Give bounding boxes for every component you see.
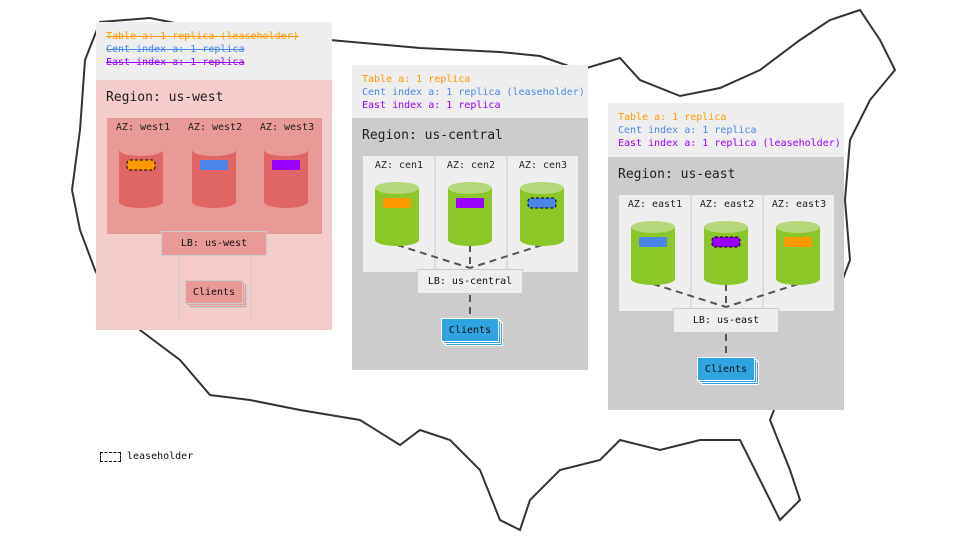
replica-summary-line: East index a: 1 replica (leaseholder) <box>618 138 841 149</box>
az-label: AZ: west3 <box>259 122 315 133</box>
az-label: AZ: cen3 <box>518 160 568 171</box>
leaseholder-replica <box>711 236 741 248</box>
az-label: AZ: cen1 <box>374 160 424 171</box>
replica <box>784 237 812 247</box>
replica-summary: Table a: 1 replica Cent index a: 1 replic… <box>352 65 588 118</box>
replica-summary: Table a: 1 replica Cent index a: 1 replic… <box>608 103 844 157</box>
clients-box: Clients <box>441 318 499 342</box>
load-balancer: LB: us-east <box>673 308 779 333</box>
region-diagram <box>375 156 564 320</box>
node-cylinder <box>264 144 308 208</box>
replica <box>456 198 484 208</box>
replica-summary: Table a: 1 replica (leaseholder) Cent ind… <box>96 22 332 80</box>
node-cylinder <box>375 182 419 246</box>
node-cylinder <box>776 221 820 285</box>
replica <box>200 160 228 170</box>
node-cylinder <box>192 144 236 208</box>
region-label: Region: us-east <box>618 167 736 182</box>
az-label: AZ: cen2 <box>446 160 496 171</box>
replica-summary-line: Table a: 1 replica <box>362 74 471 85</box>
az-label: AZ: east2 <box>699 199 755 210</box>
load-balancer: LB: us-west <box>161 231 267 256</box>
replica <box>639 237 667 247</box>
az-label: AZ: east3 <box>771 199 827 210</box>
region-label: Region: us-central <box>362 128 503 143</box>
replica-connection <box>469 244 543 269</box>
region-label: Region: us-west <box>106 90 224 105</box>
node-cylinder <box>631 221 675 285</box>
replica-connection <box>652 283 727 308</box>
leaseholder-replica <box>527 197 557 209</box>
clients-box: Clients <box>185 280 243 304</box>
replica-summary-line: Table a: 1 replica <box>618 112 727 123</box>
region-diagram <box>119 118 308 320</box>
replica <box>383 198 411 208</box>
az-label: AZ: east1 <box>627 199 683 210</box>
leaseholder-replica <box>126 159 156 171</box>
node-cylinder <box>520 182 564 246</box>
replica-summary-line: Table a: 1 replica (leaseholder) <box>106 31 299 42</box>
replica-summary-line: East index a: 1 replica <box>362 100 501 111</box>
az-label: AZ: west2 <box>187 122 243 133</box>
node-cylinder <box>448 182 492 246</box>
replica-summary-line: Cent index a: 1 replica <box>106 44 245 55</box>
legend-label: leaseholder <box>127 451 194 462</box>
node-cylinder <box>119 144 163 208</box>
region-diagram <box>631 195 820 359</box>
az-label: AZ: west1 <box>115 122 171 133</box>
replica-summary-line: East index a: 1 replica <box>106 57 245 68</box>
clients-box: Clients <box>697 357 755 381</box>
load-balancer: LB: us-central <box>417 269 523 294</box>
replica-summary-line: Cent index a: 1 replica (leaseholder) <box>362 87 585 98</box>
leaseholder-legend-swatch <box>100 452 121 462</box>
replica-connection <box>396 244 471 269</box>
replica-summary-line: Cent index a: 1 replica <box>618 125 757 136</box>
node-cylinder <box>704 221 748 285</box>
replica-connection <box>725 283 799 308</box>
replica <box>272 160 300 170</box>
